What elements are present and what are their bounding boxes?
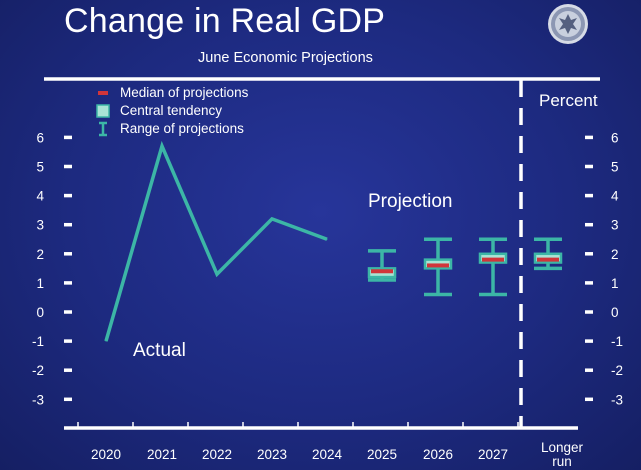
y-tick-label-left: 3 (36, 218, 44, 233)
y-tick-label-right: 5 (611, 160, 619, 175)
actual-data-point (271, 218, 273, 220)
actual-data-point (105, 340, 107, 342)
x-tick-label: 2021 (147, 447, 177, 462)
median-swatch-icon (98, 91, 108, 95)
central-tendency-swatch-icon (96, 104, 110, 118)
federal-reserve-seal-icon (548, 4, 588, 44)
y-tick-label-left: 2 (36, 247, 44, 262)
x-tick-label: 2026 (423, 447, 453, 462)
legend-label-median: Median of projections (120, 85, 249, 100)
y-tick-label-right: 3 (611, 218, 619, 233)
x-tick-label: 2024 (312, 447, 343, 462)
page-subtitle: June Economic Projections (198, 50, 373, 66)
y-tick-label-right: -3 (611, 392, 623, 407)
y-tick-label-right: 1 (611, 276, 619, 291)
x-tick-label: 2027 (478, 447, 508, 462)
median-marker (482, 257, 504, 262)
y-tick-label-right: 0 (611, 305, 619, 320)
y-tick-label-left: 1 (36, 276, 44, 291)
y-tick-label-right: 6 (611, 130, 619, 145)
y-tick-label-left: -2 (32, 363, 44, 378)
actual-label: Actual (133, 340, 186, 361)
page-title: Change in Real GDP (64, 2, 386, 40)
y-axis-unit-label: Percent (539, 91, 598, 110)
y-tick-label-left: -3 (32, 392, 44, 407)
y-tick-label-right: 4 (611, 189, 619, 204)
x-tick-label: Longer (541, 440, 584, 455)
median-marker (427, 263, 449, 268)
projection-label: Projection (368, 191, 453, 212)
actual-data-point (161, 145, 163, 147)
median-marker (371, 269, 393, 274)
x-tick-label: run (552, 454, 572, 469)
legend-item-range: Range of projections (96, 120, 248, 138)
legend-label-central-tendency: Central tendency (120, 103, 223, 118)
actual-data-point (326, 238, 328, 240)
x-tick-label: 2020 (91, 447, 121, 462)
actual-series-line (104, 140, 328, 342)
median-marker (537, 257, 559, 262)
y-tick-label-right: -2 (611, 363, 623, 378)
chart-legend: Median of projections Central tendency R… (96, 84, 248, 138)
x-tick-label: 2025 (367, 447, 397, 462)
y-tick-label-left: 6 (36, 130, 44, 145)
y-tick-label-left: 0 (36, 305, 44, 320)
x-tick-label: 2022 (202, 447, 232, 462)
y-tick-label-left: 4 (36, 189, 44, 204)
legend-item-central-tendency: Central tendency (96, 102, 248, 120)
range-swatch-icon (99, 121, 107, 137)
y-tick-label-right: 2 (611, 247, 619, 262)
x-tick-label: 2023 (257, 447, 287, 462)
y-tick-label-right: -1 (611, 334, 623, 349)
legend-label-range: Range of projections (120, 121, 244, 136)
actual-data-point (216, 273, 218, 275)
y-tick-label-left: -1 (32, 334, 44, 349)
legend-item-median: Median of projections (96, 84, 248, 102)
y-tick-label-left: 5 (36, 160, 44, 175)
